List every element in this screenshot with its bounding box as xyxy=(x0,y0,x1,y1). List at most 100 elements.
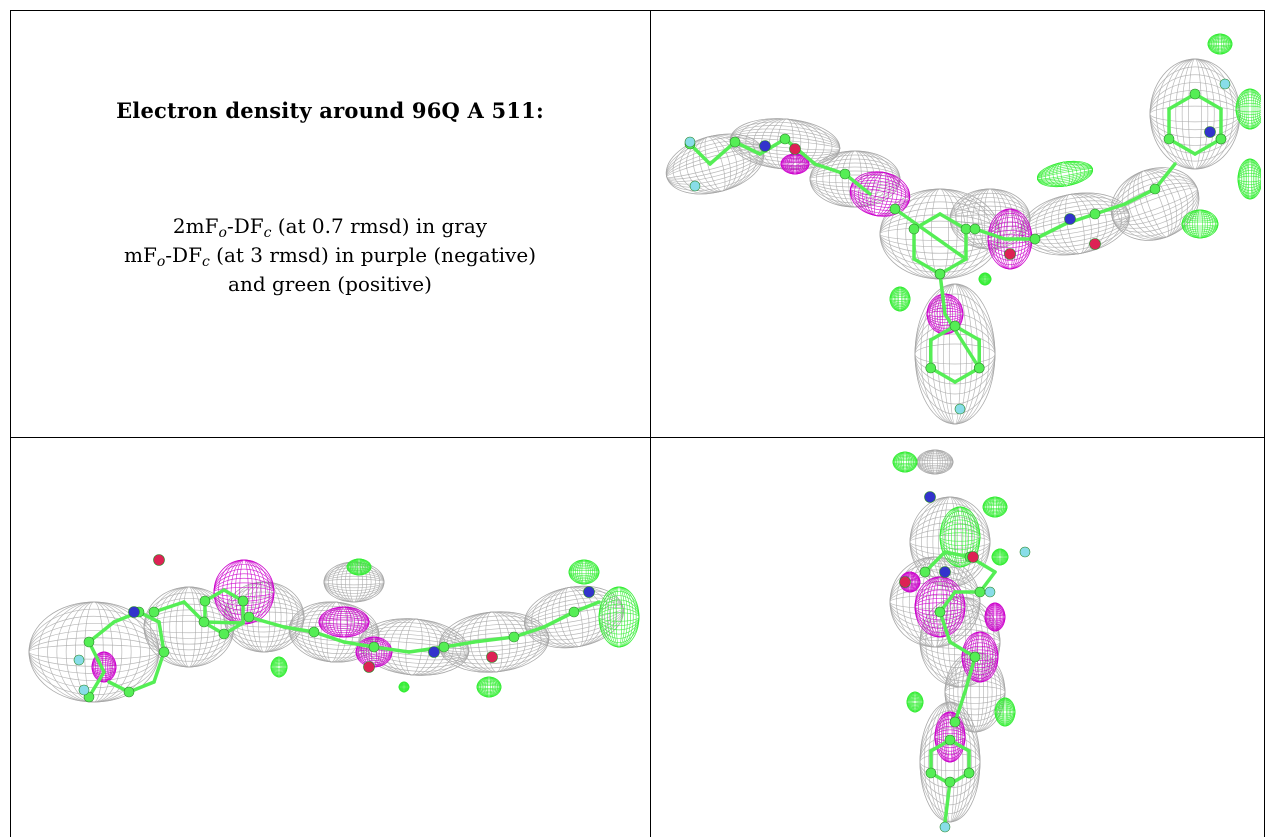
negative-density-blob xyxy=(899,571,921,593)
ligand-bond xyxy=(247,615,286,629)
carbon-atom xyxy=(974,586,986,598)
fluorine-atom xyxy=(939,821,951,833)
positive-density-blob xyxy=(598,586,640,648)
ligand-bond xyxy=(843,172,872,196)
carbon-atom xyxy=(438,641,450,653)
oxygen-atom xyxy=(363,661,375,673)
ligand-bond xyxy=(1033,222,1067,241)
caption-cell: Electron density around 96Q A 511: 2mFo-… xyxy=(10,10,650,437)
negative-density-blob xyxy=(318,606,370,638)
carbon-atom xyxy=(218,628,230,640)
carbon-atom xyxy=(158,646,170,658)
carbon-atom xyxy=(973,362,985,374)
oxygen-atom xyxy=(899,576,911,588)
caption-legend: 2mFo-DFc (at 0.7 rmsd) in gray mFo-DFc (… xyxy=(10,212,650,299)
ligand-bond xyxy=(87,640,106,674)
gray-density-mesh xyxy=(665,133,765,195)
nitrogen-atom xyxy=(583,586,595,598)
table-row-divider xyxy=(10,437,1265,438)
carbon-atom xyxy=(963,767,975,779)
carbon-atom xyxy=(925,767,937,779)
carbon-atom xyxy=(83,636,95,648)
ligand-bond xyxy=(202,620,245,625)
carbon-atom xyxy=(148,606,160,618)
positive-density-blob xyxy=(1237,158,1261,200)
ligand-bond xyxy=(472,635,516,644)
oxygen-atom xyxy=(1004,248,1016,260)
gray-density-mesh xyxy=(914,283,996,425)
figure-table: Electron density around 96Q A 511: 2mFo-… xyxy=(10,10,1265,837)
fluorine-atom xyxy=(1019,546,1031,558)
carbon-atom xyxy=(1189,88,1201,100)
nitrogen-atom xyxy=(428,646,440,658)
carbon-atom xyxy=(308,626,320,638)
table-right-border xyxy=(1264,10,1265,837)
table-center-divider xyxy=(650,10,651,837)
ligand-bond xyxy=(963,655,977,694)
positive-density-blob xyxy=(270,656,288,678)
density-view-bottom-left xyxy=(28,554,640,703)
caption-title: Electron density around 96Q A 511: xyxy=(116,98,544,123)
oxygen-atom xyxy=(1089,238,1101,250)
positive-density-blob xyxy=(346,558,372,576)
oxygen-atom xyxy=(153,554,165,566)
negative-density-blob xyxy=(849,171,911,217)
positive-density-blob xyxy=(1036,160,1094,188)
negative-density-blob xyxy=(961,631,999,683)
legend-line-positive: and green (positive) xyxy=(228,272,432,296)
ligand-bond xyxy=(938,272,947,316)
density-view-bottom-right xyxy=(889,449,1031,833)
carbon-atom xyxy=(919,566,931,578)
carbon-atom xyxy=(934,268,946,280)
positive-density-blob xyxy=(476,676,502,698)
gray-density-mesh xyxy=(1020,192,1130,256)
oxygen-atom xyxy=(967,551,979,563)
nitrogen-atom xyxy=(128,606,140,618)
fluorine-atom xyxy=(954,403,966,415)
table-top-border xyxy=(10,10,1265,11)
carbon-atom xyxy=(1163,133,1175,145)
carbon-atom xyxy=(969,651,981,663)
positive-density-blob xyxy=(1235,88,1261,130)
positive-density-blob xyxy=(1207,33,1233,55)
carbon-atom xyxy=(779,133,791,145)
positive-density-blob xyxy=(982,496,1008,518)
carbon-atom xyxy=(568,606,580,618)
gray-density-mesh xyxy=(1110,167,1200,241)
positive-density-blob xyxy=(906,691,924,713)
ligand-bond xyxy=(87,620,116,644)
ligand-bond xyxy=(1153,162,1177,191)
nitrogen-atom xyxy=(1204,126,1216,138)
carbon-atom xyxy=(198,616,210,628)
carbon-atom xyxy=(925,362,937,374)
carbon-atom xyxy=(1089,208,1101,220)
oxygen-atom xyxy=(486,651,498,663)
carbon-atom xyxy=(889,203,901,215)
positive-density-blob xyxy=(398,681,410,693)
positive-density-blob xyxy=(991,548,1009,566)
carbon-atom xyxy=(199,595,211,607)
fluorine-atom xyxy=(78,684,90,696)
carbon-atom xyxy=(908,223,920,235)
nitrogen-atom xyxy=(939,566,951,578)
carbon-atom xyxy=(368,641,380,653)
carbon-atom xyxy=(949,716,961,728)
carbon-atom xyxy=(1029,233,1041,245)
positive-density-blob xyxy=(994,697,1016,727)
negative-density-blob xyxy=(984,602,1006,632)
carbon-atom xyxy=(839,168,851,180)
carbon-atom xyxy=(729,136,741,148)
ligand-bond xyxy=(708,140,737,166)
positive-density-blob xyxy=(939,506,981,568)
carbon-atom xyxy=(123,686,135,698)
positive-density-blob xyxy=(568,559,600,585)
carbon-atom xyxy=(934,606,946,618)
positive-density-blob xyxy=(978,272,992,286)
ligand-bond xyxy=(372,645,411,654)
ligand-bond xyxy=(943,780,952,824)
carbon-atom xyxy=(243,611,255,623)
carbon-atom xyxy=(944,734,956,746)
legend-line-difference: mFo-DFc (at 3 rmsd) in purple (negative) xyxy=(124,243,536,270)
carbon-atom xyxy=(237,595,249,607)
fluorine-atom xyxy=(73,654,85,666)
